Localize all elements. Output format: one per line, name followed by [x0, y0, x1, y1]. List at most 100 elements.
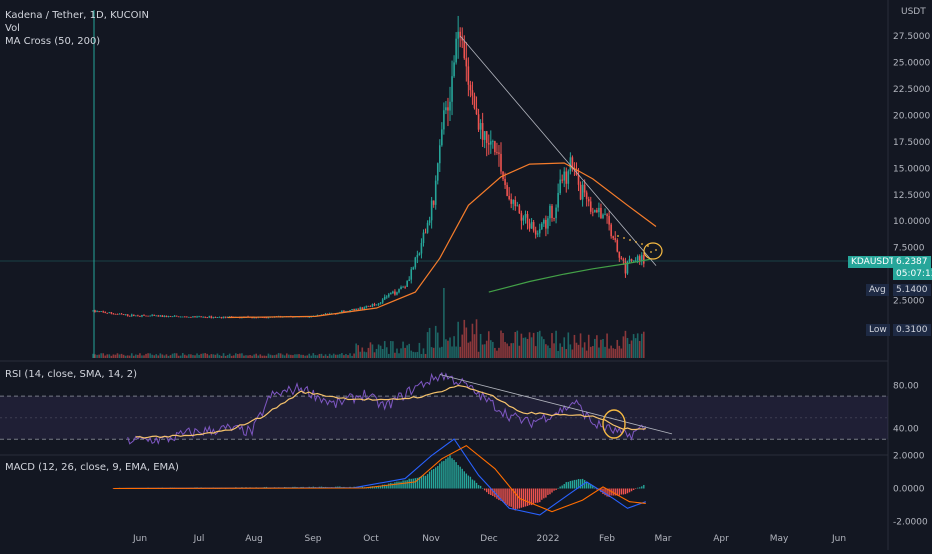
volume-bar [296, 354, 298, 358]
volume-bar [490, 340, 492, 358]
volume-bar [367, 347, 370, 358]
candle-body [594, 210, 596, 213]
macd-histogram-bar [392, 483, 394, 489]
candle-body [385, 296, 388, 298]
candle-body [414, 257, 417, 268]
volume-bar [477, 351, 480, 358]
candle-body [96, 311, 98, 313]
volume-bar [349, 353, 351, 358]
volume-bar [408, 343, 410, 358]
volume-bar [388, 353, 390, 358]
rsi-line [127, 372, 647, 445]
time-tick-label: Jun [831, 534, 846, 544]
candle-body [349, 310, 351, 312]
projection-dot [623, 237, 625, 239]
volume-bar [128, 355, 131, 358]
volume-bar [420, 353, 423, 358]
candle-body [212, 317, 215, 318]
candle-body [534, 230, 537, 235]
volume-bar [508, 346, 510, 358]
volume-bar [100, 353, 102, 358]
volume-bar [436, 332, 439, 358]
macd-histogram-bar [630, 488, 633, 492]
volume-bar [361, 347, 364, 358]
volume-bar [640, 333, 643, 358]
volume-bar [308, 353, 311, 358]
macd-histogram-bar [500, 488, 502, 501]
candle-body [145, 315, 147, 317]
macd-histogram-bar [416, 477, 419, 489]
volume-bar [328, 353, 331, 358]
volume-bar [441, 346, 443, 358]
price-tick-label: 20.0000 [893, 111, 930, 121]
candle-body [424, 232, 427, 234]
volume-bar [137, 354, 139, 358]
macd-histogram-bar [459, 466, 461, 489]
candle-body [139, 316, 141, 317]
price-circle-annotation [643, 242, 663, 260]
volume-bar [626, 337, 629, 358]
projection-dot [635, 241, 637, 243]
volume-bar [612, 348, 614, 358]
volume-bar [461, 334, 464, 358]
candle-body [579, 184, 582, 200]
candle-body [398, 289, 400, 293]
candle-body [383, 296, 386, 300]
volume-bar [188, 354, 190, 358]
macd-histogram-bar [457, 465, 459, 489]
candle-body [200, 316, 202, 318]
candle-body [381, 299, 384, 303]
candle-body [571, 157, 574, 170]
volume-bar [351, 355, 353, 358]
macd-histogram-bar [414, 478, 417, 489]
time-tick-label: Apr [713, 534, 729, 544]
low-value-tag: 0.3100 [893, 324, 931, 336]
volume-bar [622, 336, 625, 358]
macd-histogram-bar [451, 458, 453, 489]
volume-bar [524, 337, 527, 358]
volume-bar [434, 325, 437, 358]
candle-body [267, 317, 270, 319]
volume-bar [465, 327, 468, 358]
volume-bar [455, 346, 457, 358]
candle-body [600, 207, 602, 218]
volume-bar [404, 347, 406, 358]
volume-bar [179, 355, 182, 358]
volume-bar [587, 334, 590, 358]
volume-bar [383, 341, 386, 358]
ma200-line [488, 258, 651, 293]
volume-bar [471, 323, 474, 358]
volume-bar [571, 349, 574, 358]
volume-bar [402, 341, 404, 358]
macd-histogram-bar [624, 488, 627, 495]
candle-body [137, 315, 139, 317]
volume-bar [196, 353, 198, 358]
volume-bar [422, 348, 425, 358]
volume-bar [583, 342, 586, 358]
volume-bar [218, 355, 221, 358]
price-tick-label: 10.0000 [893, 217, 930, 227]
candle-body [373, 304, 376, 306]
macd-histogram-bar [559, 486, 561, 489]
volume-bar [118, 354, 121, 358]
candle-body [165, 315, 168, 317]
volume-bar [194, 355, 196, 358]
volume-bar [175, 353, 178, 358]
macd-histogram-bar [588, 483, 590, 489]
candle-body [194, 316, 196, 318]
volume-bar [124, 355, 127, 358]
volume-bar [492, 341, 494, 358]
candle-body [428, 220, 431, 223]
macd-histogram-bar [567, 481, 570, 489]
candle-body [528, 223, 531, 229]
volume-bar [500, 330, 502, 358]
macd-histogram-bar [408, 478, 410, 489]
volume-bar [638, 340, 641, 358]
macd-histogram-bar [604, 488, 606, 496]
volume-bar [447, 340, 449, 358]
volume-bar [487, 331, 490, 358]
candle-body [206, 317, 209, 319]
volume-bar [375, 348, 378, 358]
